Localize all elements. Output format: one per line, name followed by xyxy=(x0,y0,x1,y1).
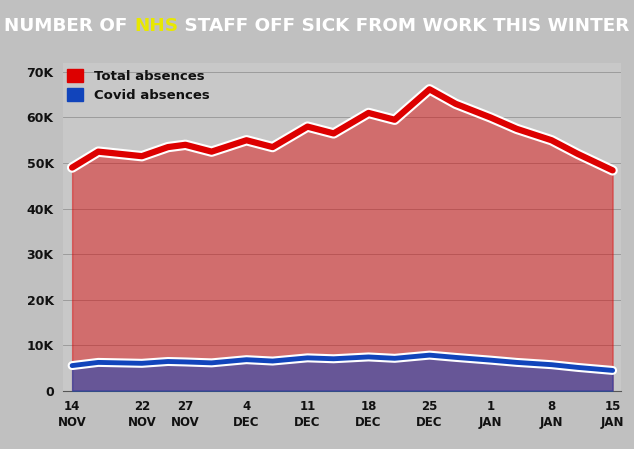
Text: NUMBER OF: NUMBER OF xyxy=(4,17,134,35)
Text: NHS: NHS xyxy=(134,17,178,35)
Legend: Total absences, Covid absences: Total absences, Covid absences xyxy=(67,70,209,102)
Text: STAFF OFF SICK FROM WORK THIS WINTER: STAFF OFF SICK FROM WORK THIS WINTER xyxy=(178,17,630,35)
